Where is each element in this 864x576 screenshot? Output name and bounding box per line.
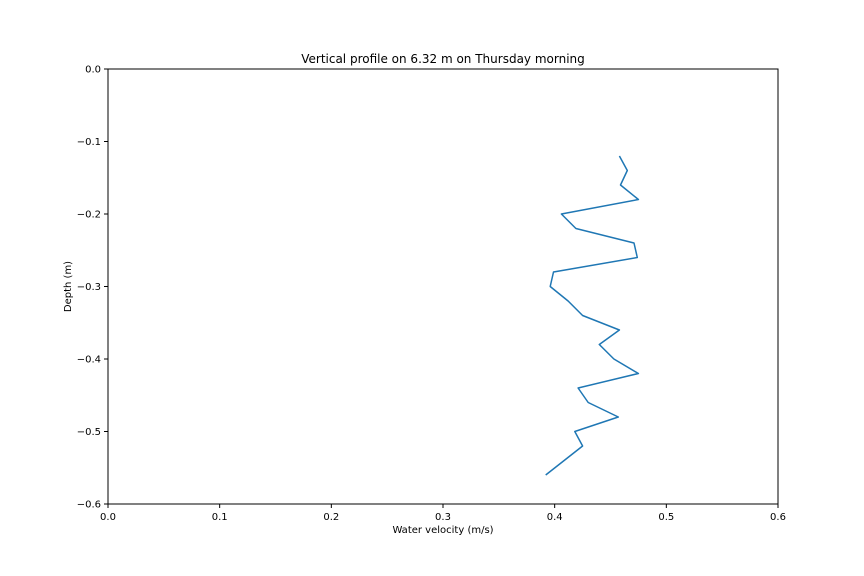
x-tick-label: 0.5	[658, 512, 674, 523]
x-tick-label: 0.6	[770, 512, 786, 523]
chart-title: Vertical profile on 6.32 m on Thursday m…	[301, 52, 585, 66]
series-layer	[545, 155, 640, 476]
x-tick-label: 0.4	[547, 512, 563, 523]
y-tick-label: −0.3	[77, 282, 101, 293]
y-tick-label: −0.6	[77, 500, 101, 511]
velocity-profile-line	[545, 155, 640, 476]
y-tick-label: −0.2	[77, 210, 101, 221]
y-tick-label: 0.0	[85, 65, 101, 76]
y-axis-label: Depth (m)	[63, 261, 74, 312]
y-tick-label: −0.4	[77, 355, 101, 366]
y-tick-label: −0.5	[77, 427, 101, 438]
x-tick-label: 0.2	[323, 512, 339, 523]
x-axis-ticks: 0.0 0.1 0.2 0.3 0.4 0.5 0.6	[100, 504, 786, 523]
y-axis-ticks: 0.0 −0.1 −0.2 −0.3 −0.4 −0.5 −0.6	[77, 65, 108, 511]
x-axis-label: Water velocity (m/s)	[392, 525, 493, 536]
x-tick-label: 0.1	[212, 512, 228, 523]
x-tick-label: 0.0	[100, 512, 116, 523]
y-tick-label: −0.1	[77, 137, 101, 148]
plot-frame	[107, 68, 779, 505]
x-tick-label: 0.3	[435, 512, 451, 523]
